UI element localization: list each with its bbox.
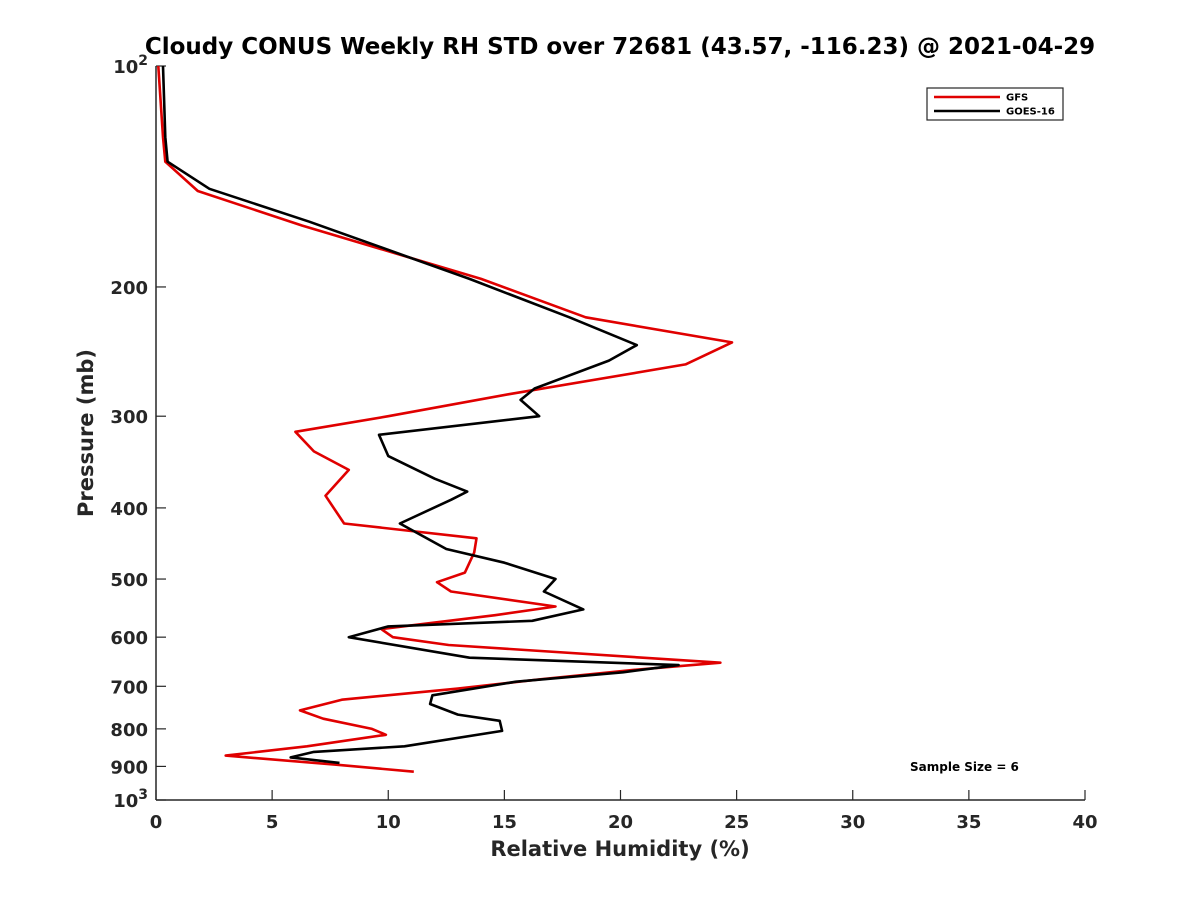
y-tick-label: 800	[110, 720, 148, 741]
series-line-goes-16	[161, 65, 680, 765]
x-axis: 0 5 10 15 20 25 30 35 40	[150, 790, 1098, 833]
legend-label-gfs: GFS	[1006, 93, 1028, 104]
x-axis-label: Relative Humidity (%)	[490, 837, 749, 861]
series-line-gfs	[157, 65, 734, 773]
x-tick-label: 30	[840, 812, 865, 833]
series-layer	[157, 65, 734, 773]
y-tick-label: 102	[113, 53, 148, 78]
legend-box	[926, 87, 1064, 121]
y-tick-label: 200	[110, 278, 148, 299]
y-tick-label: 700	[110, 677, 148, 698]
x-tick-label: 20	[608, 812, 633, 833]
chart-title: Cloudy CONUS Weekly RH STD over 72681 (4…	[145, 34, 1095, 60]
y-tick-label: 300	[110, 407, 148, 428]
y-tick-label: 900	[110, 757, 148, 778]
y-tick-label: 103	[113, 787, 148, 812]
x-tick-label: 5	[266, 812, 279, 833]
x-tick-label: 15	[492, 812, 517, 833]
x-tick-label: 40	[1072, 812, 1097, 833]
legend-label-goes-16: GOES-16	[1006, 107, 1055, 118]
y-tick-label: 600	[110, 628, 148, 649]
y-tick-label: 400	[110, 499, 148, 520]
y-axis-label: Pressure (mb)	[74, 349, 98, 517]
x-tick-label: 25	[724, 812, 749, 833]
x-tick-label: 10	[376, 812, 401, 833]
y-axis: 102 200 300 400 500 600 700 800 900 103	[110, 53, 166, 812]
x-tick-label: 0	[150, 812, 163, 833]
sample-size-annotation: Sample Size = 6	[910, 760, 1019, 774]
x-tick-label: 35	[956, 812, 981, 833]
legend: GFS GOES-16	[926, 87, 1064, 121]
y-tick-label: 500	[110, 570, 148, 591]
